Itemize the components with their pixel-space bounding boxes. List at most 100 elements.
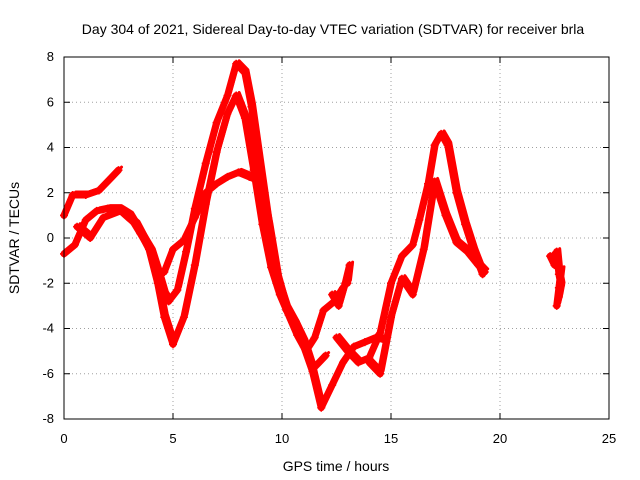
data-point: [240, 68, 249, 77]
data-point: [291, 319, 300, 328]
data-point: [480, 267, 489, 276]
y-axis-label: SDTVAR / TECUs: [6, 182, 22, 294]
data-point: [387, 313, 395, 322]
data-point: [441, 211, 450, 220]
x-tick-label: 20: [493, 431, 507, 446]
y-tick-label: 0: [47, 230, 54, 245]
axis-ticks: 0 5 10 15 20 25 -8 -6 -4 -2 0 2 4 6 8: [42, 49, 616, 446]
data-point: [94, 186, 103, 195]
y-tick-label: 4: [47, 140, 54, 155]
y-tick-label: -2: [42, 275, 54, 290]
data-point: [70, 240, 79, 249]
data-point: [131, 220, 140, 229]
data-point: [443, 141, 452, 150]
data-point: [240, 114, 249, 123]
data-point: [354, 358, 363, 367]
data-point: [557, 265, 566, 274]
data-point: [315, 358, 324, 367]
data-point: [339, 358, 348, 367]
data-point: [334, 301, 343, 310]
data-point: [173, 286, 182, 295]
y-tick-label: 8: [47, 49, 54, 64]
data-point: [546, 252, 555, 261]
data-point: [408, 240, 417, 249]
y-tick-label: 6: [47, 94, 54, 109]
data-point: [212, 179, 221, 188]
data-point: [232, 91, 241, 100]
data-point: [160, 267, 169, 276]
data-point: [86, 234, 95, 242]
data-point: [245, 172, 254, 181]
data-point: [182, 247, 191, 256]
data-point: [397, 252, 406, 261]
x-tick-label: 10: [275, 431, 289, 446]
data-point: [190, 213, 199, 222]
data-point: [201, 188, 210, 197]
data-point: [249, 166, 258, 175]
data-point: [223, 91, 232, 100]
x-tick-label: 5: [169, 431, 176, 446]
data-point: [332, 333, 341, 342]
data-point: [153, 279, 162, 288]
data-point: [92, 206, 101, 215]
data-point: [376, 329, 385, 338]
data-point: [103, 204, 112, 213]
data-point: [343, 347, 352, 356]
data-point: [201, 159, 210, 168]
grid: [64, 57, 609, 419]
data-point: [345, 261, 354, 270]
x-tick-label: 25: [602, 431, 616, 446]
data-point: [68, 191, 77, 200]
data-point: [212, 118, 221, 127]
data-point: [319, 306, 328, 315]
data-point: [463, 247, 472, 256]
x-tick-label: 15: [384, 431, 398, 446]
data-point: [308, 367, 317, 376]
data-point: [73, 222, 82, 231]
chart-title: Day 304 of 2021, Sidereal Day-to-day VTE…: [82, 21, 585, 37]
data-point: [282, 306, 291, 315]
data-point: [223, 109, 232, 118]
data-point: [232, 59, 241, 68]
data-point: [273, 274, 282, 283]
data-point: [376, 369, 385, 378]
data-point: [343, 279, 352, 288]
data-point: [160, 313, 169, 322]
data-point: [387, 279, 395, 288]
data-point: [107, 172, 116, 181]
series-track-f: [365, 177, 489, 378]
data-point: [179, 313, 188, 322]
data-point: [474, 261, 483, 270]
data-point: [452, 188, 461, 197]
data-point: [349, 342, 358, 351]
series-track-f-jitter: [370, 176, 490, 373]
data-point: [145, 245, 154, 254]
data-point: [461, 220, 470, 229]
y-tick-label: -6: [42, 366, 54, 381]
y-tick-label: -4: [42, 321, 54, 336]
data-point: [554, 270, 563, 279]
data-point: [430, 141, 439, 150]
data-point: [365, 358, 374, 367]
plot-frame: [63, 56, 610, 420]
data-point: [317, 403, 326, 412]
data-point: [169, 245, 177, 254]
series-track-d: [160, 168, 388, 412]
data-point: [116, 206, 125, 215]
x-axis-label: GPS time / hours: [283, 458, 390, 474]
data-point: [328, 290, 337, 299]
data-point: [408, 290, 417, 299]
data-point: [81, 191, 90, 200]
data-point: [234, 168, 243, 177]
data-point: [247, 102, 256, 111]
data-point: [328, 381, 337, 390]
series-track-h-jitter: [333, 260, 355, 305]
data-point: [310, 333, 319, 342]
data-point: [190, 261, 199, 270]
data-point: [452, 238, 461, 247]
data-point: [212, 148, 221, 157]
data-point: [554, 292, 563, 301]
data-point: [360, 338, 369, 347]
data-point: [430, 177, 439, 186]
